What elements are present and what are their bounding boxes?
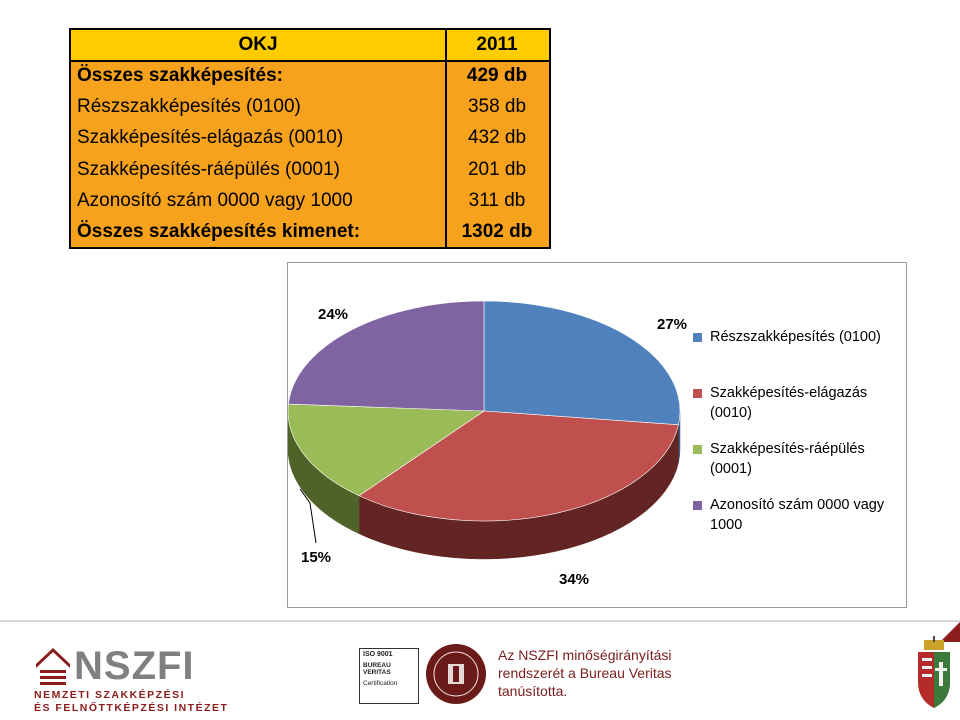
pie-slices bbox=[288, 300, 681, 522]
pie-leader-line bbox=[299, 488, 317, 544]
row-label: Összes szakképesítés: bbox=[77, 65, 283, 86]
row-label: Azonosító szám 0000 vagy 1000 bbox=[77, 189, 353, 211]
pie-slice bbox=[358, 410, 679, 522]
pie-data-label: 27% bbox=[657, 316, 687, 333]
row-value: 311 db bbox=[468, 189, 526, 211]
header-divider bbox=[71, 60, 549, 62]
pie-chart: 27% 34% 15% 24% Részszakképesítés (0100) Szak… bbox=[287, 262, 907, 608]
legend-label: 1000 bbox=[710, 517, 742, 533]
header-year: 2011 bbox=[476, 34, 518, 55]
row-value: 429 db bbox=[466, 65, 528, 86]
cert-line-2: rendszerét a Bureau Veritas bbox=[498, 665, 672, 681]
table-row: Összes szakképesítés: 429 db bbox=[71, 62, 549, 90]
pie-slice bbox=[288, 300, 485, 412]
legend-swatch bbox=[693, 445, 702, 454]
pie-data-label: 24% bbox=[318, 306, 348, 323]
table-row: Részszakképesítés (0100) 358 db bbox=[71, 93, 549, 121]
okj-table: OKJ 2011 Összes szakképesítés: 429 db Rész… bbox=[69, 28, 551, 249]
row-label: Szakképesítés-ráépülés (0001) bbox=[77, 158, 340, 180]
nszfi-subtitle-2: ÉS FELNŐTTKÉPZÉSI INTÉZET bbox=[34, 702, 229, 714]
legend-swatch bbox=[693, 501, 702, 510]
bv-label: BUREAU VERITAS bbox=[363, 662, 391, 676]
corner-triangle-icon bbox=[940, 622, 960, 642]
table-row: Összes szakképesítés kimenet: 1302 db bbox=[71, 218, 549, 246]
row-label: Összes szakképesítés kimenet: bbox=[77, 221, 361, 242]
column-divider bbox=[445, 30, 447, 247]
header-okj: OKJ bbox=[238, 34, 278, 55]
certification-label: Certification bbox=[363, 680, 398, 687]
iso-cert-box: ISO 9001 BUREAU VERITAS Certification bbox=[359, 648, 419, 704]
legend-swatch bbox=[693, 333, 702, 342]
pie-slice bbox=[483, 300, 681, 426]
pie-data-label: 34% bbox=[559, 571, 589, 588]
table-header-row: OKJ 2011 bbox=[71, 30, 549, 60]
hungarian-crest-icon bbox=[918, 636, 950, 708]
table-row: Szakképesítés-elágazás (0010) 432 db bbox=[71, 124, 549, 152]
iso-label: ISO 9001 bbox=[363, 651, 393, 658]
pie-chart-svg: 27% 34% 15% 24% Részszakképesítés (0100) Szak… bbox=[288, 300, 885, 588]
legend-swatch bbox=[693, 389, 702, 398]
legend-label: Azonosító szám 0000 vagy bbox=[710, 497, 885, 513]
table-row: Azonosító szám 0000 vagy 1000 311 db bbox=[71, 187, 549, 215]
nszfi-subtitle-1: NEMZETI SZAKKÉPZÉSI bbox=[34, 689, 186, 701]
legend-label: Részszakképesítés (0100) bbox=[710, 329, 881, 345]
legend-label: Szakképesítés-elágazás bbox=[710, 385, 867, 401]
row-value: 358 db bbox=[467, 96, 527, 118]
pie-slice bbox=[288, 403, 485, 497]
row-label: Szakképesítés-elágazás (0010) bbox=[77, 127, 344, 149]
footer-divider bbox=[0, 620, 960, 622]
legend-label: (0010) bbox=[710, 405, 752, 421]
chart-legend: Részszakképesítés (0100) Szakképesítés-el… bbox=[693, 329, 885, 533]
nszfi-roof-icon bbox=[36, 648, 70, 685]
nszfi-logo: NSZFI NEMZETI SZAKKÉPZÉSI ÉS FELNŐTTKÉPZ… bbox=[34, 646, 227, 714]
certification-text: Az NSZFI minőségirányítási rendszerét a … bbox=[498, 646, 672, 700]
cert-line-3: tanúsította. bbox=[498, 683, 568, 699]
nszfi-logo-text: NSZFI bbox=[74, 644, 195, 688]
legend-label: (0001) bbox=[710, 461, 752, 477]
table-row: Szakképesítés-ráépülés (0001) 201 db bbox=[71, 156, 549, 184]
bureau-veritas-seal-icon bbox=[426, 644, 486, 704]
row-value: 432 db bbox=[467, 127, 527, 149]
row-label: Részszakképesítés (0100) bbox=[77, 96, 301, 118]
cert-line-1: Az NSZFI minőségirányítási bbox=[498, 647, 672, 663]
pie-data-label: 15% bbox=[301, 549, 331, 566]
row-value: 1302 db bbox=[461, 221, 533, 242]
legend-label: Szakképesítés-ráépülés bbox=[710, 441, 865, 457]
row-value: 201 db bbox=[467, 158, 527, 180]
